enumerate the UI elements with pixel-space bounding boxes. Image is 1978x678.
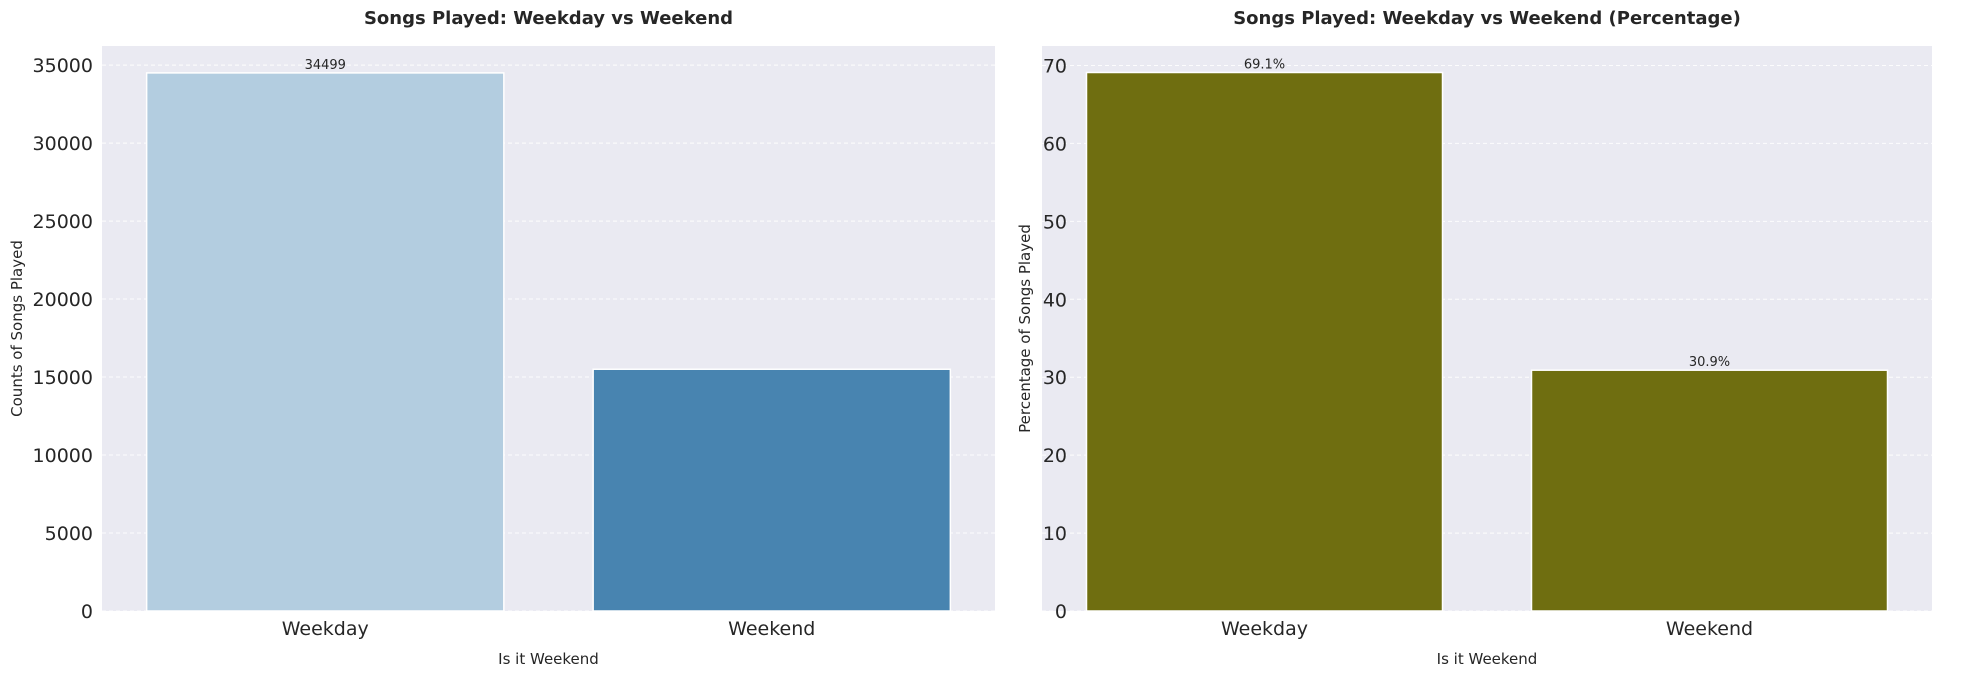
x-tick-label: Weekend	[728, 618, 815, 640]
y-tick-label: 25000	[33, 211, 93, 233]
data-label: 69.1%	[1244, 57, 1285, 72]
y-axis-label: Counts of Songs Played	[8, 240, 26, 417]
y-axis-ticks: 0 10 20 30 40 50 60 70	[1043, 55, 1067, 623]
y-tick-label: 15000	[33, 367, 93, 389]
y-tick-label: 10	[1043, 523, 1067, 545]
chart-percentage: 69.1% 30.9% 0 10 20 30 40 50 60 70 Weekday Weeken…	[1016, 8, 1932, 668]
bars: 69.1% 30.9%	[1085, 57, 1889, 612]
bar-weekend	[1530, 369, 1889, 612]
chart-title: Songs Played: Weekday vs Weekend (Percen…	[1233, 8, 1741, 29]
y-tick-label: 20	[1043, 445, 1067, 467]
y-tick-label: 60	[1043, 133, 1067, 155]
y-axis-label: Percentage of Songs Played	[1016, 224, 1034, 433]
x-axis-label: Is it Weekend	[1437, 650, 1538, 668]
y-tick-label: 10000	[33, 445, 93, 467]
y-tick-label: 30000	[33, 133, 93, 155]
y-tick-label: 5000	[45, 523, 93, 545]
y-tick-label: 0	[1055, 601, 1067, 623]
y-tick-label: 70	[1043, 55, 1067, 77]
chart-title: Songs Played: Weekday vs Weekend	[364, 8, 733, 29]
y-tick-label: 0	[81, 601, 93, 623]
y-tick-label: 50	[1043, 211, 1067, 233]
y-tick-label: 40	[1043, 289, 1067, 311]
y-tick-label: 35000	[33, 55, 93, 77]
x-axis-ticks: Weekday Weekend	[1221, 618, 1753, 640]
bars: 34499	[145, 58, 952, 612]
x-axis-ticks: Weekday Weekend	[282, 618, 816, 640]
bar-weekend	[592, 368, 952, 612]
x-tick-label: Weekday	[1221, 618, 1308, 640]
bar-weekday	[145, 72, 505, 612]
y-tick-label: 20000	[33, 289, 93, 311]
x-tick-label: Weekend	[1666, 618, 1753, 640]
data-label: 30.9%	[1689, 355, 1730, 370]
data-label: 34499	[305, 58, 346, 73]
chart-counts: 34499 0 5000 10000 15000 20000 25000 30000 3500…	[8, 8, 995, 668]
x-axis-label: Is it Weekend	[498, 650, 599, 668]
y-tick-label: 30	[1043, 367, 1067, 389]
y-axis-ticks: 0 5000 10000 15000 20000 25000 30000 35000	[33, 55, 93, 623]
x-tick-label: Weekday	[282, 618, 369, 640]
bar-weekday	[1085, 71, 1444, 612]
